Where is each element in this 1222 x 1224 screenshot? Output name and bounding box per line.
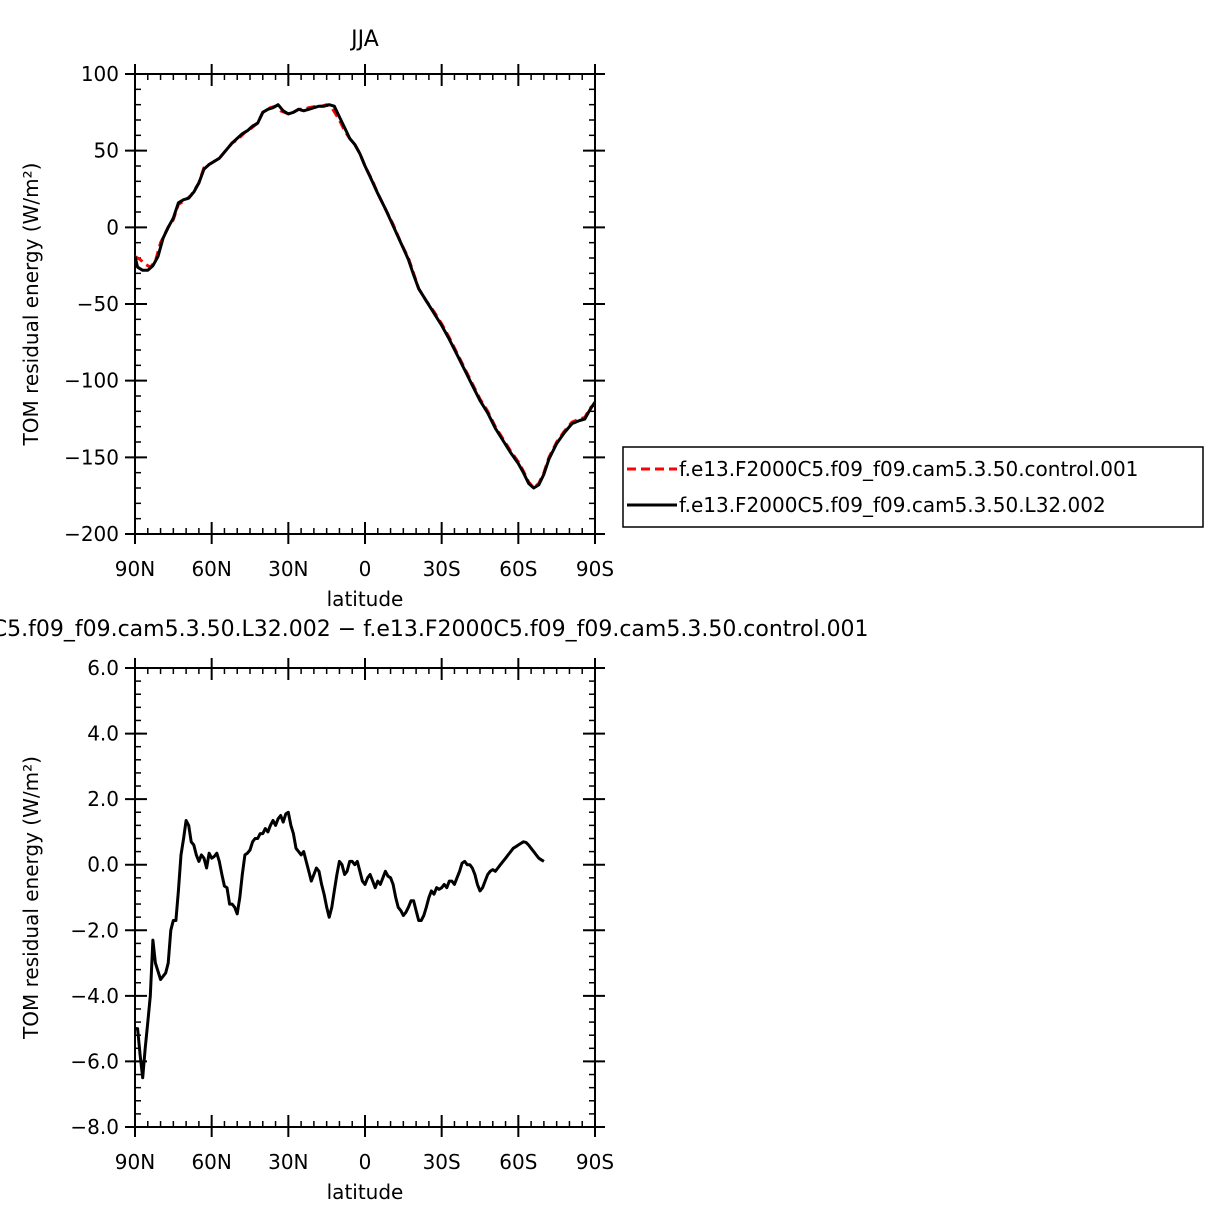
y-tick-label: −200	[64, 522, 119, 546]
series-line-2	[135, 103, 595, 490]
x-tick-label: 90S	[576, 1150, 614, 1174]
x-tick-label: 30N	[268, 557, 308, 581]
chart-panel-1: 100 50 0 −50 −100 −150 −200 90N 60N 30N 0 30S 60S 90S…	[19, 27, 1204, 611]
y-tick-label: 100	[81, 62, 119, 86]
x-tick-label: 60S	[499, 557, 537, 581]
y-tick-label: 50	[94, 139, 119, 163]
series-group	[135, 103, 595, 490]
legend-label: f.e13.F2000C5.f09_f09.cam5.3.50.L32.002	[679, 493, 1106, 517]
y-tick-label: −2.0	[70, 918, 119, 942]
y-tick-label: −8.0	[70, 1115, 119, 1139]
x-tick-label: 90N	[115, 557, 155, 581]
plot-frame	[134, 73, 596, 535]
y-tick-label: −100	[64, 369, 119, 393]
x-tick-label: 30S	[423, 1150, 461, 1174]
y-tick-label: 0.0	[87, 853, 119, 877]
plot-frame	[134, 667, 596, 1128]
legend-box	[622, 446, 1204, 528]
series-line-1	[135, 810, 545, 1080]
y-tick-label: −50	[77, 292, 119, 316]
y-tick-label: 0	[106, 215, 119, 239]
series-group	[135, 810, 545, 1080]
chart-title: JJA	[349, 27, 379, 52]
x-tick-label: 90S	[576, 557, 614, 581]
y-tick-label: −150	[64, 445, 119, 469]
x-tick-label: 60N	[191, 1150, 231, 1174]
x-axis-label: latitude	[327, 587, 404, 611]
legend-label: f.e13.F2000C5.f09_f09.cam5.3.50.control.…	[679, 457, 1138, 481]
y-tick-label: −6.0	[70, 1049, 119, 1073]
x-tick-label: 0	[359, 557, 372, 581]
x-tick-label: 60N	[191, 557, 231, 581]
y-axis-label: TOM residual energy (W/m²)	[19, 756, 43, 1040]
legend: f.e13.F2000C5.f09_f09.cam5.3.50.control.…	[622, 446, 1204, 528]
chart-panel-2: 6.0 4.0 2.0 0.0 −2.0 −4.0 −6.0 −8.0 90N 60N 30N 0 30…	[0, 617, 869, 1204]
x-tick-label: 30S	[423, 557, 461, 581]
y-axis-label: TOM residual energy (W/m²)	[19, 163, 43, 447]
y-tick-label: 2.0	[87, 787, 119, 811]
x-tick-label: 90N	[115, 1150, 155, 1174]
x-tick-label: 0	[359, 1150, 372, 1174]
x-tick-label: 30N	[268, 1150, 308, 1174]
y-tick-label: 4.0	[87, 722, 119, 746]
chart-title: f.e13.F2000C5.f09_f09.cam5.3.50.L32.002 …	[0, 617, 869, 642]
x-axis-label: latitude	[327, 1180, 404, 1204]
y-tick-label: −4.0	[70, 984, 119, 1008]
x-tick-label: 60S	[499, 1150, 537, 1174]
y-tick-label: 6.0	[87, 656, 119, 680]
